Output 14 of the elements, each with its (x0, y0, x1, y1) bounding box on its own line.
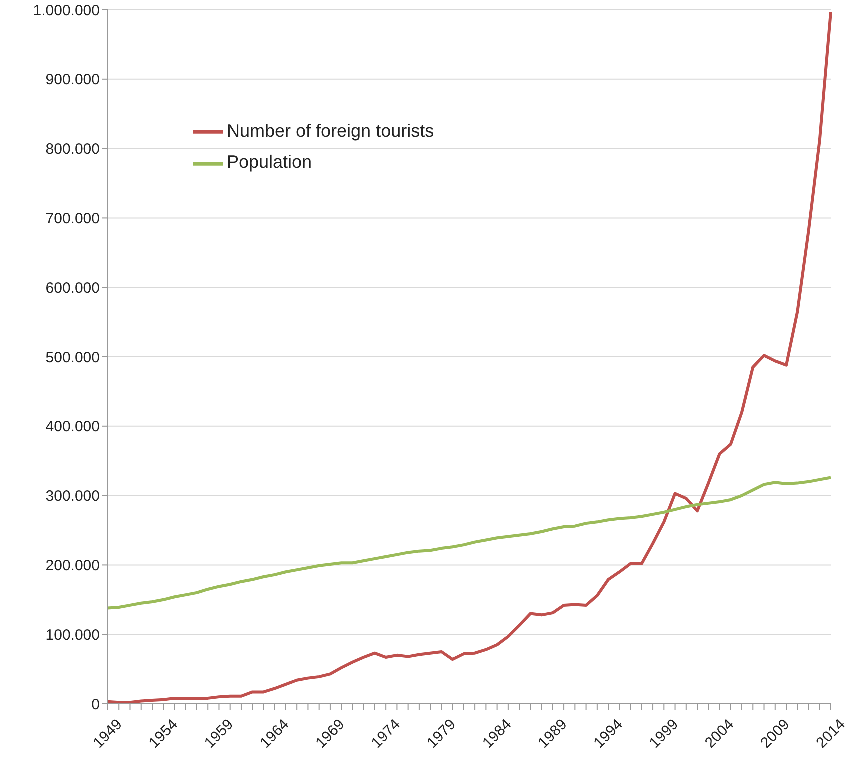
legend-label: Population (227, 152, 312, 172)
y-tick-label: 700.000 (46, 210, 100, 228)
line-series (106, 476, 832, 610)
y-tick-label: 800.000 (46, 141, 100, 158)
y-tick-label: 900.000 (46, 72, 100, 89)
y-tick-label: 0 (92, 696, 100, 714)
y-tick-label: 500.000 (46, 349, 100, 366)
legend-label: Number of foreign tourists (227, 121, 434, 141)
y-tick-label: 600.000 (46, 280, 100, 297)
y-tick-label: 200.000 (46, 558, 100, 575)
y-tick-label: 400.000 (46, 418, 100, 436)
y-tick-label: 1.000.000 (33, 2, 100, 20)
y-tick-label: 100.000 (46, 626, 100, 644)
y-tick-label: 300.000 (46, 488, 100, 506)
